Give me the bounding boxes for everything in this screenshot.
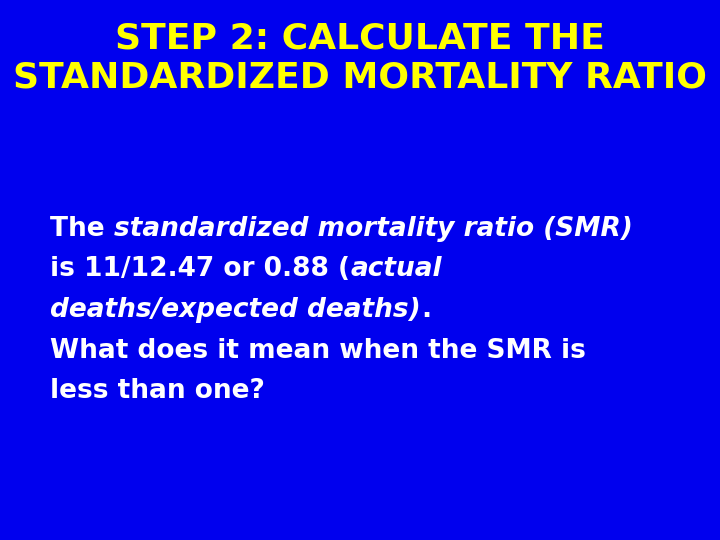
Text: standardized mortality ratio (SMR): standardized mortality ratio (SMR) [114, 216, 633, 242]
Text: The: The [50, 216, 114, 242]
Text: What does it mean when the SMR is: What does it mean when the SMR is [50, 338, 586, 363]
Text: STEP 2: CALCULATE THE
STANDARDIZED MORTALITY RATIO: STEP 2: CALCULATE THE STANDARDIZED MORTA… [13, 22, 707, 95]
Text: is 11/12.47 or 0.88 (: is 11/12.47 or 0.88 ( [50, 256, 351, 282]
Text: less than one?: less than one? [50, 378, 265, 404]
Text: .: . [421, 297, 431, 323]
Text: deaths/expected deaths): deaths/expected deaths) [50, 297, 421, 323]
Text: actual: actual [351, 256, 442, 282]
